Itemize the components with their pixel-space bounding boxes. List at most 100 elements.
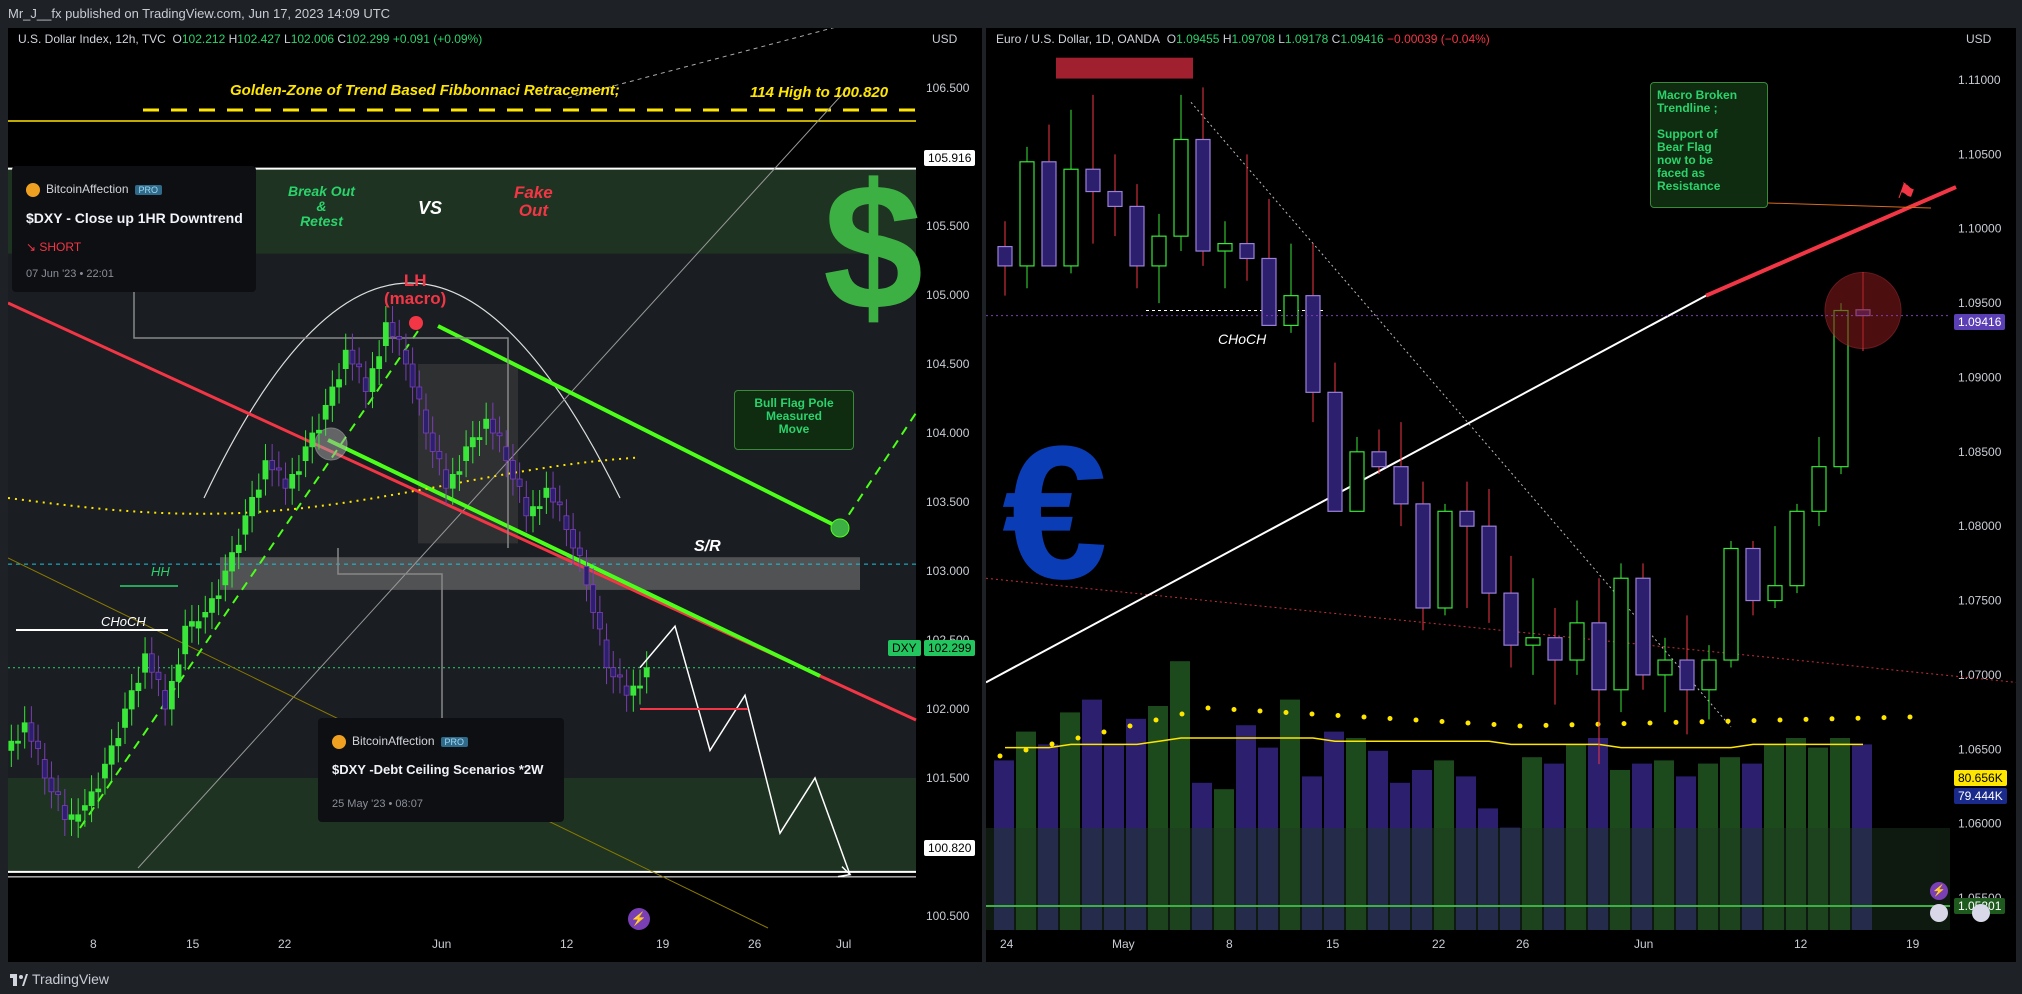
x-tick-label: Jun <box>432 937 451 951</box>
candle-body <box>1085 168 1101 193</box>
candle-body <box>382 322 389 347</box>
x-tick-label: 8 <box>90 937 97 951</box>
eurusd-currency: USD <box>1966 32 1992 46</box>
card1-author: BitcoinAffection <box>46 182 129 196</box>
moving-average <box>8 456 641 515</box>
bull-flag-target-icon <box>830 518 850 538</box>
supply-block <box>1056 57 1193 79</box>
us-flag-icon[interactable] <box>1972 904 1990 922</box>
candle-body <box>142 653 148 673</box>
y-tick-label: 104.500 <box>926 357 970 371</box>
candle-body <box>1701 659 1717 691</box>
dxy-chart-panel[interactable]: 106.500106.000105.500105.000104.500104.0… <box>8 28 982 962</box>
candle-body <box>235 544 242 553</box>
card2-title[interactable]: $DXY -Debt Ceiling Scenarios *2W <box>332 762 544 777</box>
ma-dot <box>1231 707 1237 712</box>
candle-body <box>1349 451 1365 512</box>
ma-dot <box>1569 722 1575 728</box>
volume-bar <box>1456 776 1476 930</box>
x-tick-label: 26 <box>1516 937 1530 951</box>
ma-dot <box>997 753 1003 759</box>
eurusd-low: 1.09178 <box>1284 32 1329 46</box>
macro-trendline-note[interactable]: Macro Broken Trendline ; Support of Bear… <box>1650 82 1768 208</box>
candle-body <box>617 674 623 678</box>
idea-card-debt-ceiling[interactable]: BitcoinAffection PRO $DXY -Debt Ceiling S… <box>318 718 564 822</box>
volume-bar <box>1258 747 1278 930</box>
card2-author: BitcoinAffection <box>352 734 435 748</box>
idea-card-close-up[interactable]: BitcoinAffection PRO $DXY - Close up 1HR … <box>12 166 256 292</box>
candle-body <box>550 487 556 503</box>
candle-body <box>1723 547 1739 661</box>
candle-body <box>35 740 41 749</box>
volume-bar <box>1324 731 1344 930</box>
candle-body <box>356 363 362 368</box>
eurusd-chart-panel[interactable]: 1.11000 1.10500 1.10000 1.09500 1.09000 1.085… <box>986 28 2016 962</box>
ma-dot <box>1699 719 1705 725</box>
candle-body <box>168 681 175 710</box>
lightning-event-icon[interactable]: ⚡ <box>1930 882 1948 900</box>
candle-body <box>1547 637 1563 661</box>
volume-bar <box>1786 738 1806 930</box>
candle-body <box>28 722 35 742</box>
ma-dot <box>1621 721 1627 727</box>
candle-body <box>1371 451 1387 468</box>
candle-body <box>1569 622 1585 661</box>
pro-badge: PRO <box>134 184 163 195</box>
candle-body <box>449 473 456 489</box>
candle-body <box>336 379 342 388</box>
candle-body <box>1767 585 1783 602</box>
avatar <box>26 182 40 197</box>
candle-body <box>1019 161 1035 267</box>
candle-body <box>309 432 316 448</box>
candle-body <box>209 598 215 613</box>
eurusd-close: 1.09416 <box>1340 32 1384 46</box>
volume-bar <box>1588 738 1608 930</box>
candle-body <box>289 473 296 489</box>
candle-body <box>623 685 630 696</box>
card1-title[interactable]: $DXY - Close up 1HR Downtrend <box>26 210 243 226</box>
projection-path <box>639 624 851 875</box>
candle-body <box>1239 243 1255 260</box>
x-tick-label: May <box>1112 937 1135 951</box>
distribution-arc <box>203 282 621 499</box>
us-flag-icon[interactable] <box>1930 904 1948 922</box>
candle-body <box>269 460 276 471</box>
volume-bar <box>1544 763 1564 930</box>
candle-body <box>162 690 169 710</box>
card1-author-row: BitcoinAffection PRO <box>26 182 163 197</box>
footer-bar: TradingView <box>0 964 2022 994</box>
y-tick-label: 1.07000 <box>1958 668 2002 682</box>
volume-bar <box>1214 789 1234 930</box>
candle-body <box>262 460 269 480</box>
card1-date: 07 Jun '23 • 22:01 <box>26 268 114 280</box>
x-tick-label: 12 <box>560 937 574 951</box>
ma-dot <box>1751 718 1757 724</box>
volume-bar <box>1038 744 1058 930</box>
ma-dot <box>1153 717 1159 723</box>
ma-dot <box>1439 719 1445 724</box>
candle-body <box>55 791 62 795</box>
candle-body <box>68 814 75 820</box>
volume-bar <box>1566 744 1586 930</box>
volume-bar <box>1632 763 1652 930</box>
candle-body <box>222 570 229 586</box>
c-label: C <box>337 32 347 46</box>
candle-body <box>1195 138 1211 252</box>
eurusd-chart-canvas[interactable]: 1.11000 1.10500 1.10000 1.09500 1.09000 1.085… <box>986 28 2016 962</box>
candle-body <box>1283 295 1299 326</box>
candle-body <box>41 759 48 779</box>
bull-flag-note[interactable]: Bull Flag Pole Measured Move <box>734 390 854 450</box>
candle-body <box>396 335 403 340</box>
x-tick-label: 19 <box>1906 937 1920 951</box>
y-tick-label: 1.06500 <box>1958 742 2002 756</box>
candle-body <box>496 432 503 437</box>
y-tick-label: 105.500 <box>926 219 970 233</box>
volume-bar <box>1830 738 1850 930</box>
projection-arrow-icon <box>837 866 852 878</box>
candle-body <box>1415 503 1431 609</box>
lightning-event-icon[interactable]: ⚡ <box>628 908 650 930</box>
dxy-choch-label: CHoCH <box>101 614 146 629</box>
candle-body <box>102 763 108 779</box>
volume-bar <box>1500 827 1520 930</box>
volume-bar <box>1434 760 1454 930</box>
